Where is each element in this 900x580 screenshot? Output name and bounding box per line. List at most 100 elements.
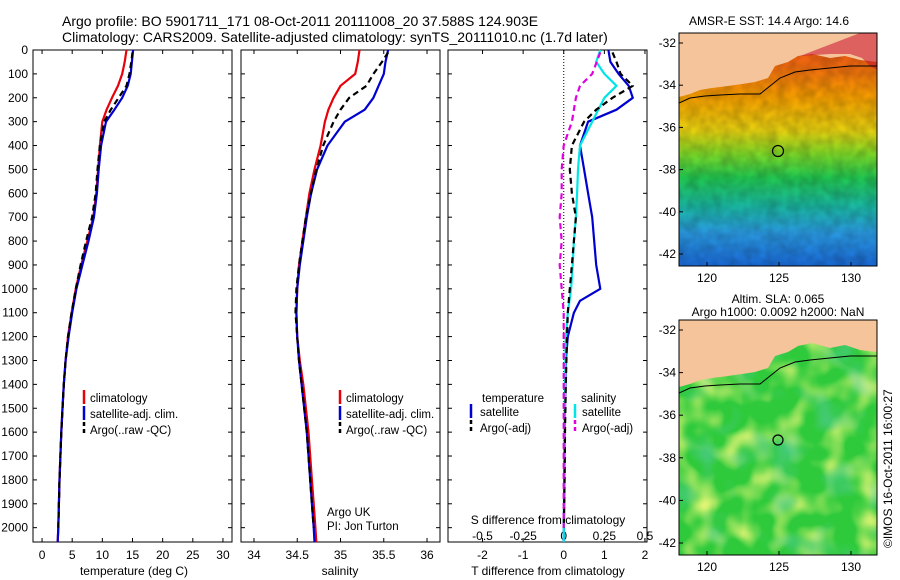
depth-tick-label: 200: [8, 91, 28, 105]
sla-map: [679, 320, 877, 555]
depth-tick-label: 600: [8, 186, 28, 200]
x-tick-label: 35: [334, 548, 348, 562]
depth-tick-label: 1600: [1, 425, 28, 439]
x-tick-label: 5: [69, 548, 76, 562]
figure-title-line-1: Argo profile: BO 5901711_171 08-Oct-2011…: [62, 13, 538, 29]
s-difference-axis-label: S difference from climatology: [471, 513, 626, 527]
salinity-series: [294, 49, 390, 543]
australia-land: [679, 320, 877, 387]
legend-title-salinity: salinity: [581, 393, 616, 405]
legend-label-t-satellite: satellite: [480, 407, 519, 419]
temperature-x-axis: 0 5 10 15 20 25 30: [39, 50, 230, 562]
depth-tick-label: 2000: [1, 521, 28, 535]
map-y-tick-label: -40: [659, 205, 677, 219]
map-x-tick-label: 130: [841, 560, 861, 574]
series-line-3: [558, 52, 602, 528]
depth-tick-label: 300: [8, 115, 28, 129]
salinity-plot-frame: [240, 49, 441, 543]
map-x-tick-label: 125: [769, 271, 789, 285]
depth-tick-label: 1400: [1, 377, 28, 391]
depth-tick-label: 500: [8, 162, 28, 176]
legend-title-temperature: temperature: [482, 393, 544, 405]
x-tick-label: 34: [247, 548, 261, 562]
depth-tick-label: 1900: [1, 497, 28, 511]
x-tick-label: 2: [642, 548, 649, 562]
depth-tick-label: 1700: [1, 449, 28, 463]
temperature-plot-frame: [32, 49, 233, 543]
legend-label-climatology: climatology: [346, 393, 404, 405]
temperature-axis-label: temperature (deg C): [80, 564, 188, 578]
legend-label-satellite: satellite-adj. clim.: [346, 409, 434, 421]
salinity-x-axis: 34 34.5 35 35.5 36: [247, 50, 434, 562]
argo-owner-label: Argo UK: [327, 507, 371, 519]
map-y-tick-label: -34: [659, 78, 677, 92]
depth-tick-label: 900: [8, 258, 28, 272]
legend-label-satellite: satellite-adj. clim.: [90, 409, 178, 421]
argo-profile-marker: [772, 434, 784, 446]
sla-map-frame: [678, 319, 878, 556]
depth-tick-label: 1100: [2, 306, 28, 320]
map-y-tick-label: -42: [659, 247, 677, 261]
temperature-series: [56, 49, 135, 543]
x-tick-label: 20: [156, 548, 170, 562]
map-y-tick-label: -38: [659, 163, 677, 177]
x-tick-label: -2: [477, 548, 488, 562]
s-tick-label: -0.25: [509, 529, 537, 543]
map-y-tick-label: -40: [659, 493, 677, 507]
map-x-tick-label: 120: [697, 560, 717, 574]
map-y-tick-label: -32: [659, 323, 677, 337]
depth-tick-label: 1800: [1, 473, 28, 487]
x-tick-label: 10: [96, 548, 110, 562]
sla-map-title-line-2: Argo h1000: 0.0092 h2000: NaN: [692, 305, 865, 319]
t-difference-axis-label: T difference from climatology: [471, 564, 625, 578]
map-x-tick-label: 125: [769, 560, 789, 574]
map-y-tick-label: -34: [659, 366, 677, 380]
series-line-0: [56, 49, 128, 543]
shelf-contour: [679, 65, 877, 104]
map-y-tick-label: -36: [659, 408, 677, 422]
warm-coastal-patch: [800, 33, 877, 70]
series-line-1: [562, 49, 618, 543]
s-tick-label: 0.25: [593, 529, 617, 543]
s-tick-label: -0.5: [472, 529, 493, 543]
x-tick-label: 34.5: [286, 548, 310, 562]
x-tick-label: 0: [39, 548, 46, 562]
series-line-0: [295, 49, 361, 543]
salinity-legend: climatology satellite-adj. clim. Argo(..…: [327, 390, 434, 533]
argo-profile-marker: [771, 144, 785, 158]
sst-map: [679, 33, 877, 266]
sst-map-title: AMSR-E SST: 14.4 Argo: 14.6: [689, 14, 849, 28]
depth-tick-label: 100: [8, 67, 28, 81]
difference-series: [558, 49, 634, 543]
legend-label-argo: Argo(..raw -QC): [90, 425, 171, 437]
series-line-0: [562, 49, 634, 543]
x-tick-label: 15: [126, 548, 140, 562]
difference-legend: temperature satellite Argo(-adj) salinit…: [469, 393, 633, 435]
map-y-tick-label: -32: [659, 36, 677, 50]
argo-pi-label: PI: Jon Turton: [327, 521, 399, 533]
imos-credit: ©IMOS 16-Oct-2011 16:00:27: [881, 389, 895, 548]
series-line-2: [562, 51, 634, 528]
series-line-1: [56, 49, 135, 543]
temperature-legend: climatology satellite-adj. clim. Argo(..…: [82, 390, 178, 437]
legend-label-climatology: climatology: [90, 393, 148, 405]
s-tick-label: 0.5: [637, 529, 654, 543]
series-line-2: [294, 51, 390, 528]
salinity-axis-label: salinity: [322, 564, 359, 578]
depth-tick-label: 0: [21, 43, 28, 57]
depth-tick-label: 1000: [1, 282, 28, 296]
series-line-1: [295, 49, 390, 543]
x-tick-label: 36: [420, 548, 434, 562]
sst-map-frame: [678, 32, 878, 267]
map-y-tick-label: -42: [659, 536, 677, 550]
depth-axis: 0 100 200 300 400 500 600 700 800 900 1000 1100 1200…: [1, 43, 647, 535]
x-tick-label: -1: [518, 548, 529, 562]
difference-plot-frame: [447, 49, 648, 543]
sla-map-axes: 120 125 130 -32 -34 -36 -38 -40 -42: [659, 323, 862, 574]
sst-map-axes: 120 125 130 -32 -34 -36 -38 -40 -42: [659, 36, 862, 285]
x-tick-label: 1: [601, 548, 608, 562]
figure-title-line-2: Climatology: CARS2009. Satellite-adjuste…: [62, 29, 608, 45]
depth-tick-label: 700: [8, 210, 28, 224]
map-x-tick-label: 120: [697, 271, 717, 285]
